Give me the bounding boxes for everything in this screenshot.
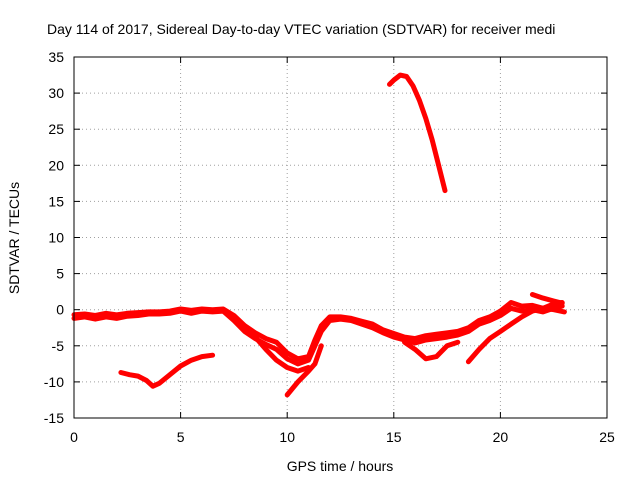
- y-tick-label: 30: [48, 85, 64, 101]
- data-series: [71, 72, 567, 398]
- y-tick-label: 15: [48, 193, 64, 209]
- y-tick-label: -15: [44, 410, 64, 426]
- x-tick-label: 25: [599, 429, 615, 445]
- series-track-deep: [284, 343, 324, 398]
- series-track-high: [387, 72, 448, 194]
- series-track-low-left: [118, 352, 216, 389]
- y-tick-label: 10: [48, 230, 64, 246]
- y-tick-label: -5: [52, 338, 65, 354]
- y-tick-label: 25: [48, 121, 64, 137]
- y-axis-title: SDTVAR / TECUs: [6, 182, 22, 294]
- x-tick-label: 10: [279, 429, 295, 445]
- series-track-main-upper: [71, 300, 565, 362]
- series-track-mid-dip: [402, 339, 461, 362]
- x-tick-label: 0: [70, 429, 78, 445]
- series-track-end: [529, 292, 565, 306]
- y-tick-label: -10: [44, 374, 64, 390]
- series-track-dip: [231, 314, 311, 374]
- x-tick-label: 20: [493, 429, 509, 445]
- x-tick-label: 15: [386, 429, 402, 445]
- y-tick-label: 0: [56, 302, 64, 318]
- axis-ticks: 0 5 10 15 20 25 -15 -10 -5 0 5 10 15 20 25 30 35: [44, 49, 615, 445]
- chart-title: Day 114 of 2017, Sidereal Day-to-day VTE…: [47, 21, 555, 37]
- series-track-rise: [465, 305, 567, 365]
- y-tick-label: 20: [48, 157, 64, 173]
- y-tick-label: 5: [56, 266, 64, 282]
- y-tick-label: 35: [48, 49, 64, 65]
- x-axis-title: GPS time / hours: [287, 458, 394, 474]
- x-tick-label: 5: [177, 429, 185, 445]
